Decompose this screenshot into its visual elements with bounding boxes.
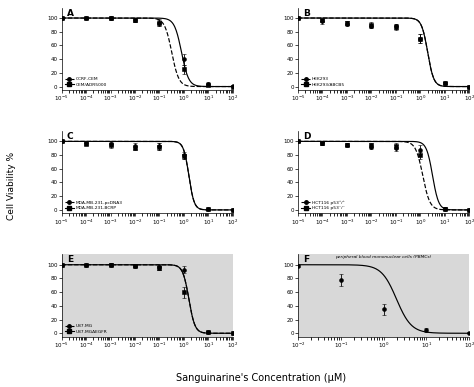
Text: C: C <box>67 132 73 141</box>
Text: F: F <box>303 255 309 264</box>
Text: Cell Viability %: Cell Viability % <box>8 152 16 220</box>
Legend: HEK293, HEK293/ABCB5: HEK293, HEK293/ABCB5 <box>300 76 346 88</box>
Legend: MDA-MB-231-pcDNA3, MDA-MB-231-BCRP: MDA-MB-231-pcDNA3, MDA-MB-231-BCRP <box>64 200 123 211</box>
Text: B: B <box>303 9 310 17</box>
Text: D: D <box>303 132 310 141</box>
Text: A: A <box>67 9 74 17</box>
Legend: CCRF-CEM, CEM/ADR5000: CCRF-CEM, CEM/ADR5000 <box>64 76 108 88</box>
Text: peripheral blood mononuclear cells (PBMCs): peripheral blood mononuclear cells (PBMC… <box>336 255 432 259</box>
Legend: HCT116 p53⁺/⁺, HCT116 p53⁻/⁻: HCT116 p53⁺/⁺, HCT116 p53⁻/⁻ <box>300 199 346 211</box>
Text: E: E <box>67 255 73 264</box>
Legend: U87.MG, U87.MGΔEGFR: U87.MG, U87.MGΔEGFR <box>64 323 108 334</box>
Text: Sanguinarine's Concentration (μM): Sanguinarine's Concentration (μM) <box>176 373 346 383</box>
